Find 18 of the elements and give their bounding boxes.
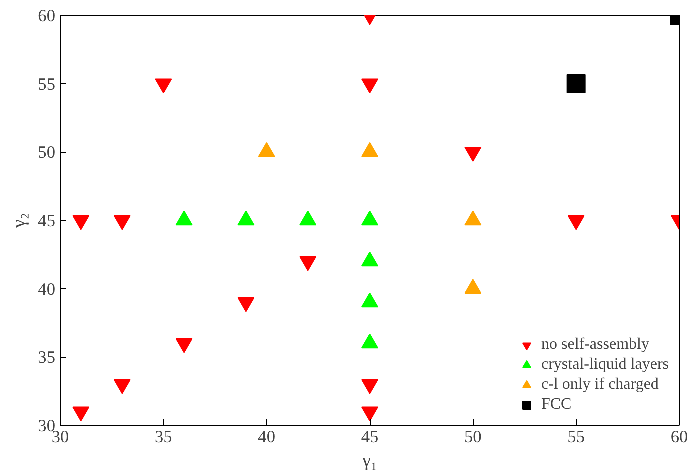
x-tick-label: 40 <box>258 428 276 446</box>
y-tick-label: 55 <box>38 74 56 94</box>
legend-label: no self-assembly <box>541 336 650 354</box>
x-tick-label: 60 <box>670 428 688 446</box>
y-tick-label: 50 <box>38 143 56 162</box>
y-tick-label: 35 <box>38 348 56 368</box>
x-tick-label: 45 <box>361 428 379 446</box>
x-tick-label: 50 <box>464 428 482 446</box>
x-axis-title: γ₁ <box>362 450 378 472</box>
y-tick-label: 45 <box>38 212 56 230</box>
x-tick-label: 55 <box>568 428 585 446</box>
x-tick-label: 35 <box>155 428 172 446</box>
legend-label: crystal-liquid layers <box>541 356 669 374</box>
y-tick-label: 40 <box>38 280 56 299</box>
legend-label: c-l only if charged <box>541 376 659 394</box>
legend-label: FCC <box>541 396 572 414</box>
y-axis-title: γ₂ <box>9 213 30 229</box>
y-tick-label: 60 <box>38 6 56 26</box>
